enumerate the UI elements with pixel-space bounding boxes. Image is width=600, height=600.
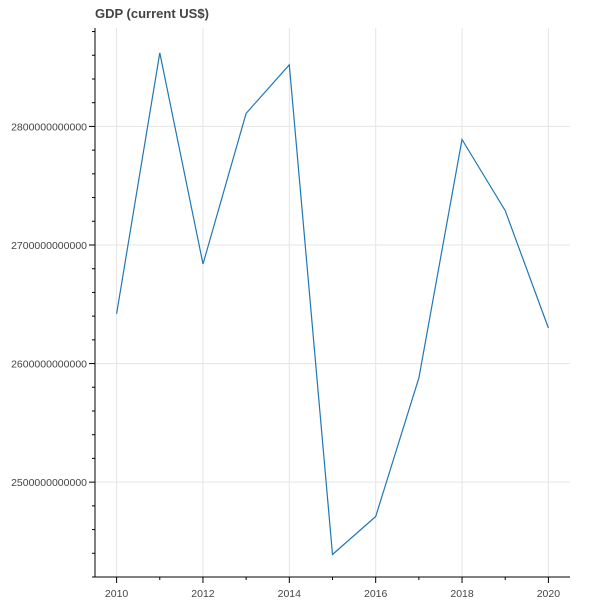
y-tick-label: 2700000000000	[11, 240, 87, 252]
y-tick-label: 2800000000000	[11, 121, 87, 133]
y-tick-label: 2600000000000	[11, 359, 87, 371]
x-tick-label: 2014	[278, 588, 302, 600]
x-tick-label: 2020	[537, 588, 561, 600]
y-tick-label: 2500000000000	[11, 477, 87, 489]
x-tick-label: 2016	[364, 588, 388, 600]
series-line	[116, 52, 549, 556]
chart-title: GDP (current US$)	[95, 6, 209, 21]
x-tick-label: 2010	[105, 588, 129, 600]
x-tick-label: 2012	[191, 588, 215, 600]
x-tick-label: 2018	[450, 588, 474, 600]
